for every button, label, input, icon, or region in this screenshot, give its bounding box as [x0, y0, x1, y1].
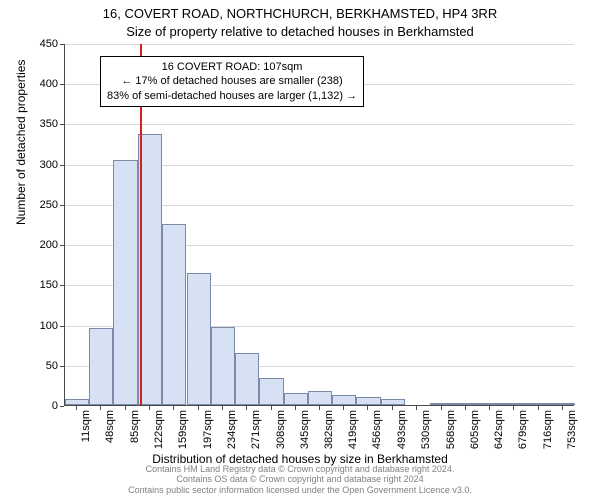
- x-tick-mark: [100, 406, 101, 410]
- x-tick-mark: [295, 406, 296, 410]
- bar: [113, 160, 137, 405]
- x-tick-mark: [392, 406, 393, 410]
- x-tick-label: 716sqm: [542, 410, 554, 449]
- x-tick-mark: [538, 406, 539, 410]
- x-tick-label: 11sqm: [80, 410, 92, 442]
- x-tick-label: 159sqm: [177, 410, 189, 449]
- y-tick-label: 250: [18, 199, 58, 211]
- bar: [259, 378, 283, 405]
- bar: [502, 403, 526, 405]
- x-tick-label: 308sqm: [275, 410, 287, 449]
- bar: [551, 403, 575, 405]
- x-tick-label: 456sqm: [371, 410, 383, 449]
- x-tick-mark: [173, 406, 174, 410]
- y-tick-label: 200: [18, 239, 58, 251]
- x-tick-mark: [465, 406, 466, 410]
- y-tick-mark: [60, 84, 64, 85]
- bar: [454, 403, 478, 405]
- x-tick-mark: [367, 406, 368, 410]
- x-tick-label: 48sqm: [104, 410, 116, 443]
- x-tick-label: 605sqm: [469, 410, 481, 449]
- x-tick-mark: [513, 406, 514, 410]
- footer-line3: Contains public sector information licen…: [0, 485, 600, 496]
- x-tick-mark: [76, 406, 77, 410]
- bar: [527, 403, 551, 405]
- y-tick-mark: [60, 205, 64, 206]
- x-tick-mark: [271, 406, 272, 410]
- annotation-line1: 16 COVERT ROAD: 107sqm: [107, 60, 357, 74]
- x-tick-label: 271sqm: [250, 410, 262, 449]
- x-tick-label: 234sqm: [226, 410, 238, 449]
- bar: [187, 273, 211, 405]
- x-tick-mark: [441, 406, 442, 410]
- y-tick-label: 0: [18, 400, 58, 412]
- y-tick-label: 50: [18, 360, 58, 372]
- x-tick-label: 753sqm: [566, 410, 578, 449]
- x-tick-mark: [222, 406, 223, 410]
- y-tick-label: 400: [18, 78, 58, 90]
- y-tick-label: 100: [18, 320, 58, 332]
- y-tick-label: 150: [18, 279, 58, 291]
- y-tick-mark: [60, 366, 64, 367]
- x-tick-mark: [319, 406, 320, 410]
- y-tick-mark: [60, 406, 64, 407]
- bar: [356, 397, 380, 405]
- x-tick-label: 345sqm: [299, 410, 311, 449]
- bar: [235, 353, 259, 405]
- x-tick-label: 419sqm: [347, 410, 359, 449]
- x-tick-mark: [198, 406, 199, 410]
- bar: [478, 403, 502, 405]
- y-tick-mark: [60, 124, 64, 125]
- footer-line2: Contains OS data © Crown copyright and d…: [0, 474, 600, 485]
- x-tick-label: 85sqm: [129, 410, 141, 443]
- bar: [308, 391, 332, 405]
- annotation-box: 16 COVERT ROAD: 107sqm ← 17% of detached…: [100, 56, 364, 107]
- chart-title-line2: Size of property relative to detached ho…: [0, 24, 600, 39]
- bar: [65, 399, 89, 405]
- y-tick-label: 450: [18, 38, 58, 50]
- bar: [381, 399, 405, 405]
- bar: [332, 395, 356, 405]
- bar: [430, 403, 454, 405]
- x-tick-mark: [125, 406, 126, 410]
- x-tick-mark: [489, 406, 490, 410]
- y-tick-mark: [60, 326, 64, 327]
- x-tick-mark: [149, 406, 150, 410]
- x-tick-label: 382sqm: [323, 410, 335, 449]
- bar: [162, 224, 186, 405]
- x-tick-label: 122sqm: [153, 410, 165, 449]
- y-tick-mark: [60, 165, 64, 166]
- x-tick-label: 568sqm: [445, 410, 457, 449]
- x-tick-label: 197sqm: [202, 410, 214, 449]
- x-tick-label: 679sqm: [517, 410, 529, 449]
- footer-line1: Contains HM Land Registry data © Crown c…: [0, 464, 600, 475]
- annotation-line3: 83% of semi-detached houses are larger (…: [107, 89, 357, 103]
- bar: [284, 393, 308, 405]
- x-tick-mark: [246, 406, 247, 410]
- y-tick-label: 350: [18, 118, 58, 130]
- chart-title-line1: 16, COVERT ROAD, NORTHCHURCH, BERKHAMSTE…: [0, 6, 600, 21]
- x-tick-mark: [343, 406, 344, 410]
- bar: [211, 327, 235, 405]
- x-tick-mark: [562, 406, 563, 410]
- x-tick-label: 642sqm: [493, 410, 505, 449]
- y-tick-mark: [60, 245, 64, 246]
- x-tick-mark: [416, 406, 417, 410]
- y-tick-label: 300: [18, 159, 58, 171]
- y-tick-mark: [60, 285, 64, 286]
- x-tick-label: 493sqm: [396, 410, 408, 449]
- footer-attribution: Contains HM Land Registry data © Crown c…: [0, 464, 600, 496]
- annotation-line2: ← 17% of detached houses are smaller (23…: [107, 74, 357, 88]
- bar: [89, 328, 113, 405]
- y-tick-mark: [60, 44, 64, 45]
- x-tick-label: 530sqm: [420, 410, 432, 449]
